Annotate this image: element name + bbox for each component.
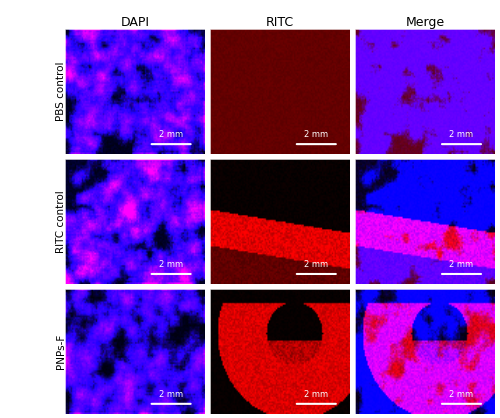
Title: DAPI: DAPI: [120, 16, 150, 29]
Title: RITC: RITC: [266, 16, 294, 29]
Text: 2 mm: 2 mm: [450, 390, 473, 399]
Title: Merge: Merge: [406, 16, 445, 29]
Text: 2 mm: 2 mm: [159, 260, 183, 269]
Text: 2 mm: 2 mm: [304, 260, 328, 269]
Text: 2 mm: 2 mm: [159, 390, 183, 399]
Text: 2 mm: 2 mm: [159, 130, 183, 139]
Text: 2 mm: 2 mm: [450, 260, 473, 269]
Text: 2 mm: 2 mm: [450, 130, 473, 139]
Text: 2 mm: 2 mm: [304, 390, 328, 399]
Y-axis label: RITC control: RITC control: [56, 190, 66, 253]
Y-axis label: PBS control: PBS control: [56, 62, 66, 122]
Y-axis label: PNPs-F: PNPs-F: [56, 334, 66, 369]
Text: 2 mm: 2 mm: [304, 130, 328, 139]
